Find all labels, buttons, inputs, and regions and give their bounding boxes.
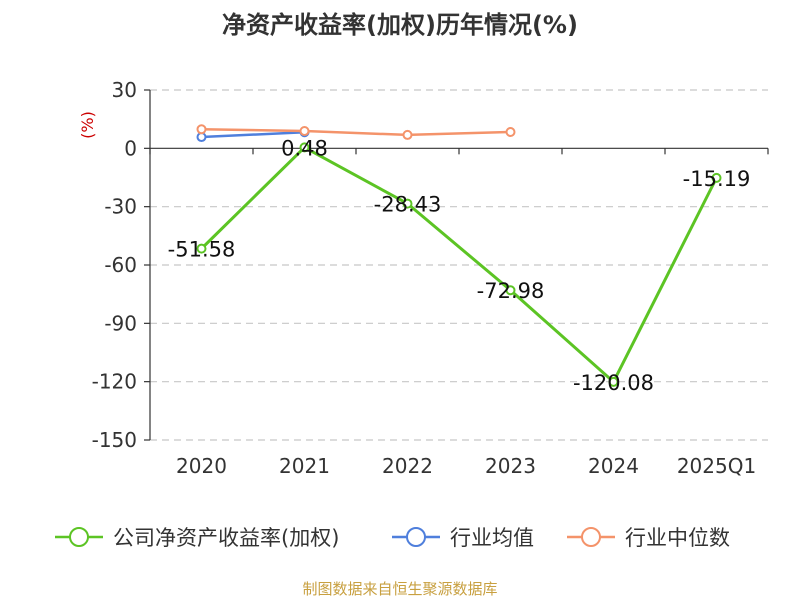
legend-marker bbox=[406, 527, 426, 547]
axes: 30 0 -30 -60 -90 -120 -150 2020 2021 2022 2023 2024… bbox=[92, 78, 769, 478]
data-point bbox=[608, 376, 619, 387]
series-line bbox=[200, 145, 718, 384]
data-point bbox=[299, 142, 310, 153]
legend-label: 行业均值 bbox=[450, 526, 534, 550]
legend-label: 行业中位数 bbox=[625, 526, 730, 550]
data-point bbox=[299, 126, 310, 137]
x-tick-label: 2024 bbox=[588, 454, 639, 478]
legend-item: 公司净资产收益率(加权) bbox=[55, 526, 339, 550]
data-label: -120.08 bbox=[573, 371, 654, 395]
data-point bbox=[402, 129, 413, 140]
series-0 bbox=[196, 142, 722, 387]
chart-title: 净资产收益率(加权)历年情况(%) bbox=[222, 11, 578, 39]
source-note: 制图数据来自恒生聚源数据库 bbox=[302, 580, 497, 598]
series-2 bbox=[196, 124, 516, 140]
legend-item: 行业均值 bbox=[392, 526, 534, 550]
data-label: -15.19 bbox=[683, 167, 751, 191]
data-point bbox=[196, 124, 207, 135]
data-point bbox=[402, 198, 413, 209]
legend-marker bbox=[69, 527, 89, 547]
data-point bbox=[505, 285, 516, 296]
y-tick-label: -90 bbox=[104, 311, 137, 335]
series-line bbox=[201, 128, 511, 137]
y-axis-unit-label: (%) bbox=[78, 111, 97, 139]
legend: 公司净资产收益率(加权) 行业均值 行业中位数 bbox=[55, 526, 730, 550]
x-tick-label: 2020 bbox=[176, 454, 227, 478]
data-point bbox=[196, 243, 207, 254]
data-point bbox=[505, 127, 516, 137]
legend-marker bbox=[581, 527, 601, 547]
legend-label: 公司净资产收益率(加权) bbox=[113, 526, 339, 550]
y-tick-label: -60 bbox=[104, 253, 137, 277]
data-label: -51.58 bbox=[168, 238, 236, 262]
x-tick-label: 2021 bbox=[279, 454, 330, 478]
x-tick-label: 2025Q1 bbox=[677, 454, 756, 478]
y-tick-label: 0 bbox=[124, 136, 137, 160]
data-point bbox=[711, 172, 722, 183]
y-tick-label: -30 bbox=[104, 195, 137, 219]
data-labels: -51.58 0.48 -28.43 -72.98 -120.08 -15.19 bbox=[168, 136, 751, 394]
data-label: 0.48 bbox=[281, 136, 328, 160]
x-tick-label: 2022 bbox=[382, 454, 433, 478]
series-lines bbox=[196, 124, 722, 387]
legend-item: 行业中位数 bbox=[567, 526, 730, 550]
y-tick-label: -120 bbox=[92, 370, 137, 394]
x-tick-label: 2023 bbox=[485, 454, 536, 478]
data-label: -28.43 bbox=[374, 193, 442, 217]
grid-lines bbox=[150, 89, 768, 441]
data-label: -72.98 bbox=[477, 279, 545, 303]
series-line bbox=[201, 130, 305, 139]
y-tick-label: -150 bbox=[92, 428, 137, 452]
y-tick-label: 30 bbox=[112, 78, 137, 102]
